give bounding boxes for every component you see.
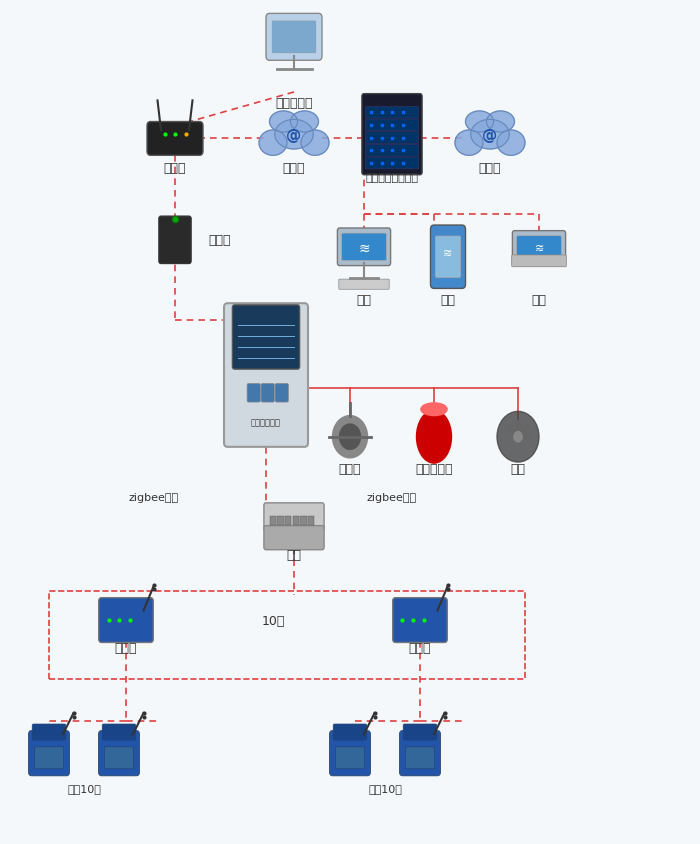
- Text: 路由器: 路由器: [164, 162, 186, 175]
- FancyBboxPatch shape: [512, 256, 566, 268]
- Text: 中继器: 中继器: [115, 641, 137, 654]
- FancyBboxPatch shape: [365, 133, 419, 144]
- Text: ≋: ≋: [358, 242, 370, 256]
- FancyBboxPatch shape: [147, 122, 203, 156]
- Circle shape: [340, 425, 360, 450]
- Text: 中继器: 中继器: [409, 641, 431, 654]
- FancyBboxPatch shape: [365, 158, 419, 170]
- FancyBboxPatch shape: [272, 21, 316, 54]
- FancyBboxPatch shape: [264, 503, 324, 531]
- Ellipse shape: [466, 112, 493, 133]
- FancyBboxPatch shape: [330, 731, 370, 776]
- FancyBboxPatch shape: [270, 517, 276, 525]
- Text: 互联网: 互联网: [479, 162, 501, 175]
- Ellipse shape: [508, 425, 516, 435]
- FancyBboxPatch shape: [232, 306, 300, 370]
- FancyBboxPatch shape: [277, 517, 284, 525]
- Text: zigbee信号: zigbee信号: [367, 492, 417, 502]
- FancyBboxPatch shape: [104, 747, 134, 769]
- FancyBboxPatch shape: [99, 598, 153, 643]
- Ellipse shape: [290, 112, 318, 133]
- Ellipse shape: [270, 112, 298, 133]
- Text: 声光报警器: 声光报警器: [415, 463, 453, 475]
- FancyBboxPatch shape: [247, 384, 260, 403]
- Text: 终端: 终端: [531, 294, 547, 306]
- FancyBboxPatch shape: [517, 236, 561, 262]
- Text: 转换器: 转换器: [209, 234, 231, 247]
- FancyBboxPatch shape: [29, 731, 69, 776]
- Text: 网关: 网关: [286, 549, 302, 561]
- Text: 可接10台: 可接10台: [368, 783, 402, 793]
- Text: @: @: [286, 127, 302, 143]
- Ellipse shape: [516, 421, 520, 434]
- FancyBboxPatch shape: [264, 526, 324, 550]
- FancyBboxPatch shape: [308, 517, 314, 525]
- FancyBboxPatch shape: [337, 229, 391, 267]
- Ellipse shape: [470, 121, 510, 150]
- FancyBboxPatch shape: [159, 217, 191, 264]
- FancyBboxPatch shape: [365, 145, 419, 157]
- Ellipse shape: [416, 411, 452, 463]
- FancyBboxPatch shape: [362, 95, 422, 176]
- Text: 10组: 10组: [261, 614, 285, 627]
- FancyBboxPatch shape: [400, 731, 440, 776]
- FancyBboxPatch shape: [293, 517, 299, 525]
- Text: 手机: 手机: [440, 294, 456, 306]
- FancyBboxPatch shape: [99, 731, 139, 776]
- FancyBboxPatch shape: [403, 724, 437, 740]
- Text: zigbee信号: zigbee信号: [129, 492, 179, 502]
- Ellipse shape: [259, 131, 287, 156]
- FancyBboxPatch shape: [224, 304, 308, 447]
- Ellipse shape: [274, 121, 314, 150]
- Text: @: @: [482, 127, 498, 143]
- FancyBboxPatch shape: [275, 384, 288, 403]
- FancyBboxPatch shape: [430, 226, 466, 289]
- FancyBboxPatch shape: [34, 747, 64, 769]
- FancyBboxPatch shape: [435, 237, 461, 279]
- FancyBboxPatch shape: [333, 724, 367, 740]
- Ellipse shape: [520, 425, 528, 435]
- FancyBboxPatch shape: [393, 598, 447, 643]
- Text: 电磁阀: 电磁阀: [339, 463, 361, 475]
- FancyBboxPatch shape: [266, 14, 322, 62]
- FancyBboxPatch shape: [102, 724, 136, 740]
- Text: 报警控制主机: 报警控制主机: [251, 418, 281, 426]
- Text: 电脑: 电脑: [356, 294, 372, 306]
- FancyBboxPatch shape: [285, 517, 291, 525]
- Ellipse shape: [521, 435, 532, 440]
- Text: 安帕尔网络服务器: 安帕尔网络服务器: [365, 173, 419, 183]
- FancyBboxPatch shape: [342, 234, 386, 262]
- FancyBboxPatch shape: [335, 747, 365, 769]
- Ellipse shape: [497, 131, 525, 156]
- FancyBboxPatch shape: [405, 747, 435, 769]
- FancyBboxPatch shape: [339, 280, 389, 290]
- Text: ≋: ≋: [534, 244, 544, 254]
- Circle shape: [497, 412, 539, 463]
- FancyBboxPatch shape: [365, 107, 419, 119]
- FancyBboxPatch shape: [32, 724, 66, 740]
- Text: 可接10台: 可接10台: [67, 783, 101, 793]
- FancyBboxPatch shape: [300, 517, 307, 525]
- Text: ≋: ≋: [443, 248, 453, 258]
- Text: 互联网: 互联网: [283, 162, 305, 175]
- Ellipse shape: [421, 403, 447, 416]
- Ellipse shape: [455, 131, 483, 156]
- FancyBboxPatch shape: [512, 231, 566, 267]
- Circle shape: [332, 416, 368, 458]
- Text: 风机: 风机: [510, 463, 526, 475]
- FancyBboxPatch shape: [365, 120, 419, 132]
- Ellipse shape: [486, 112, 514, 133]
- FancyBboxPatch shape: [261, 384, 274, 403]
- Ellipse shape: [301, 131, 329, 156]
- Text: 单机版电脑: 单机版电脑: [275, 97, 313, 110]
- Circle shape: [514, 432, 522, 442]
